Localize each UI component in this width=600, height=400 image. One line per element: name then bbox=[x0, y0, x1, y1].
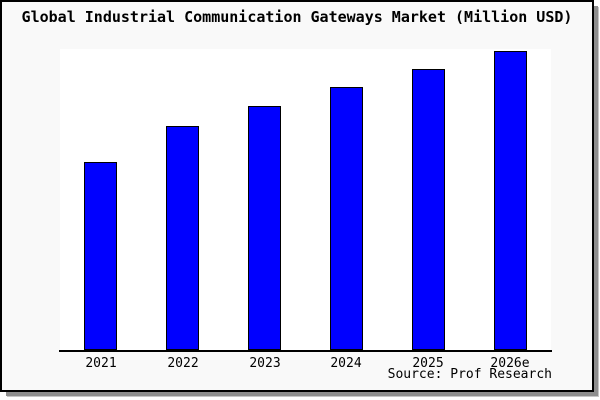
chart-title: Global Industrial Communication Gateways… bbox=[21, 8, 573, 26]
x-tick-label-2026e: 2026e bbox=[490, 356, 530, 371]
source-text: Source: Prof Research bbox=[387, 367, 552, 382]
x-tick-label-2023: 2023 bbox=[249, 356, 281, 371]
x-tick-label-2021: 2021 bbox=[85, 356, 117, 371]
bar-2021 bbox=[84, 162, 117, 350]
x-tick-label-2022: 2022 bbox=[167, 356, 199, 371]
bar-2024 bbox=[330, 87, 363, 350]
bar-2025 bbox=[412, 69, 445, 350]
bar-2026e bbox=[494, 51, 527, 350]
bar-2023 bbox=[248, 106, 281, 350]
x-tick-label-2024: 2024 bbox=[330, 356, 362, 371]
x-axis-line bbox=[59, 350, 552, 352]
bar-2022 bbox=[166, 126, 199, 350]
chart-frame: Global Industrial Communication Gateways… bbox=[0, 0, 594, 392]
plot-area bbox=[60, 49, 551, 350]
x-tick-label-2025: 2025 bbox=[412, 356, 444, 371]
